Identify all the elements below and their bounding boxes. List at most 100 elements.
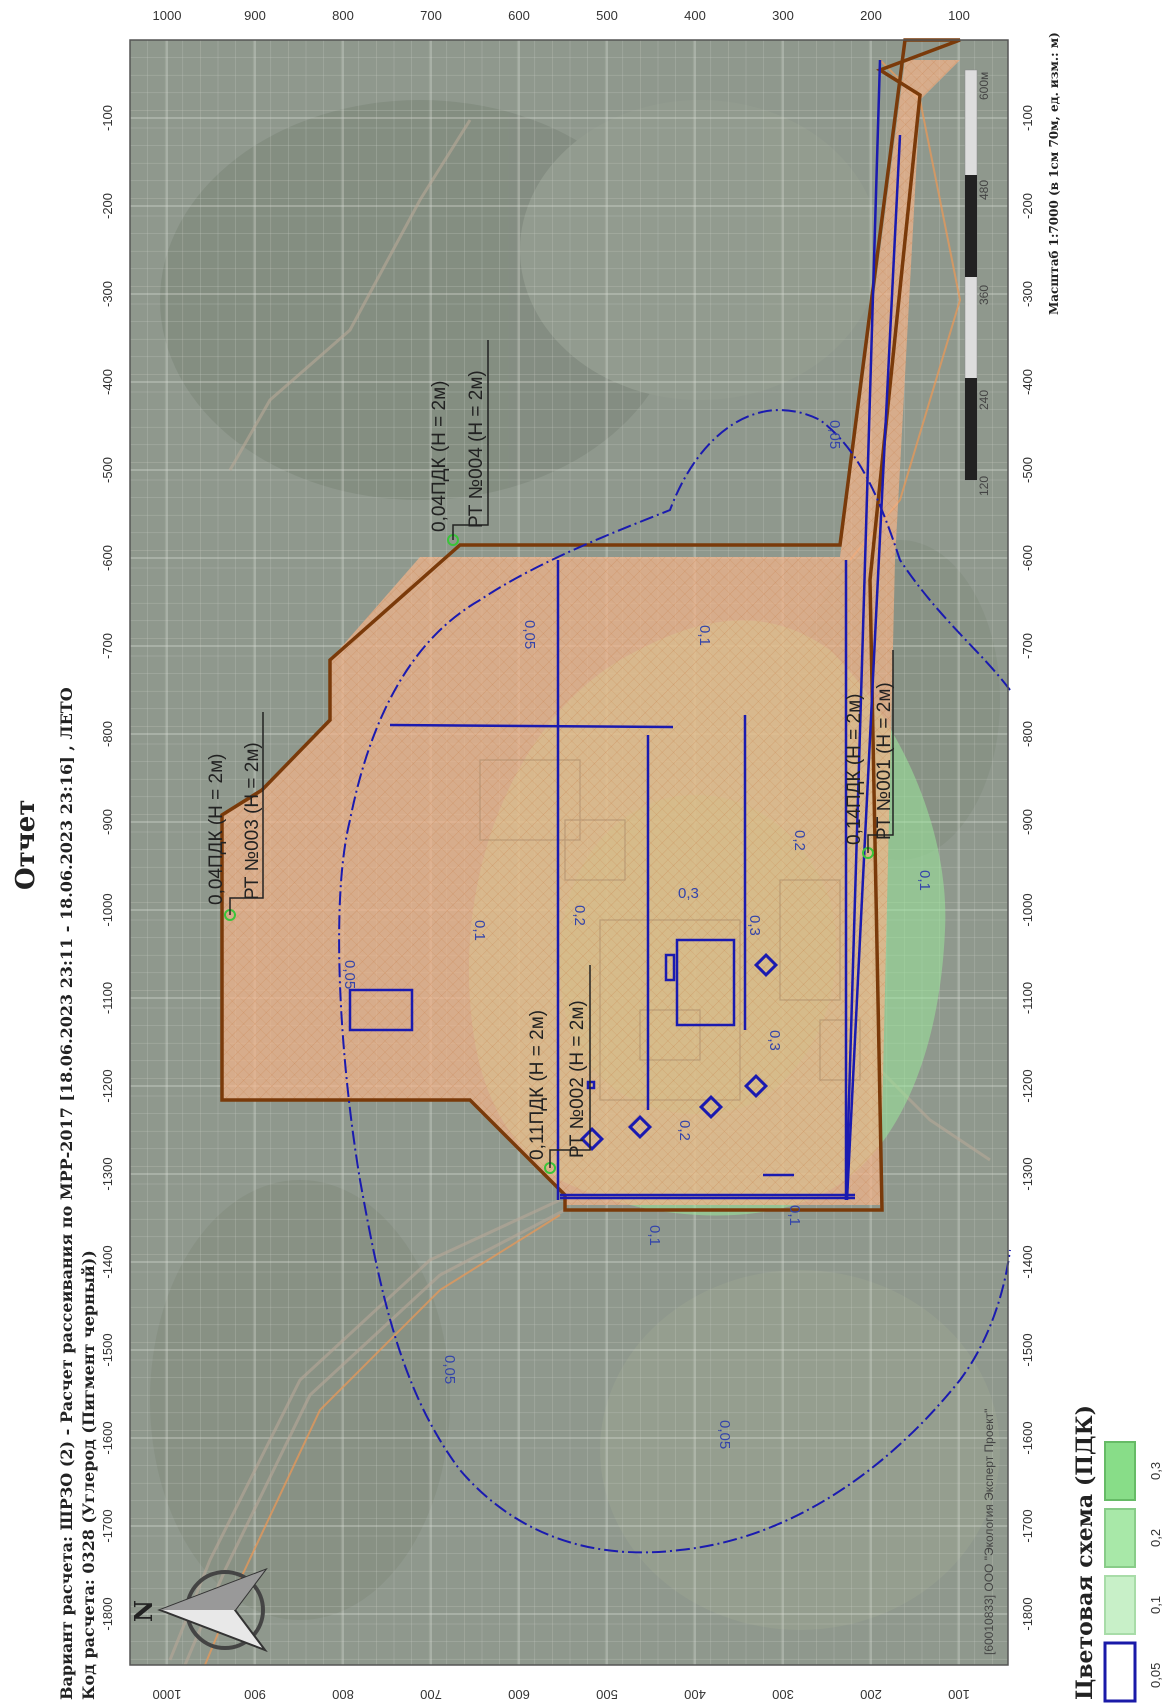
calc-point-004: 0,04ПДК (H = 2м) РТ №004 (H = 2м) xyxy=(429,340,489,546)
calc-point-002-value: 0,11ПДК (H = 2м) xyxy=(527,1010,548,1160)
bottom-tick-label: 900 xyxy=(244,1687,266,1702)
calc-point-003: 0,04ПДК (H = 2м) РТ №003 (H = 2м) xyxy=(206,712,264,921)
right-tick-label: -1600 xyxy=(1020,1421,1035,1454)
left-tick-label: -1200 xyxy=(100,1069,115,1102)
left-tick-label: -800 xyxy=(100,721,115,747)
right-tick-label: -1100 xyxy=(1020,982,1035,1014)
left-tick-label: -1300 xyxy=(100,1157,115,1190)
report-title: Отчет xyxy=(11,800,41,890)
scale-label-240: 240 xyxy=(977,390,991,410)
legend-item-01: 0,1 xyxy=(1104,1575,1163,1635)
left-tick-label: -1000 xyxy=(100,893,115,926)
bottom-tick-label: 100 xyxy=(948,1687,970,1702)
left-tick-label: -1500 xyxy=(100,1333,115,1366)
top-tick-label: 500 xyxy=(596,8,618,23)
calc-point-001: 0,14ПДК (H = 2м) РТ №001 (H = 2м) xyxy=(844,650,895,859)
legend: Цветовая схема (ПДК) 0,05 0,1 0,2 0,3 xyxy=(1072,1405,1163,1703)
isoline-label-mid: 0,1 xyxy=(471,920,488,941)
isoline-label-outer: 0,05 xyxy=(716,1420,733,1449)
bottom-tick-label: 1000 xyxy=(153,1687,182,1702)
bottom-tick-label: 500 xyxy=(596,1687,618,1702)
variant-line: Вариант расчета: ШРЗО (2) - Расчет рассе… xyxy=(57,687,76,1700)
legend-label-02: 0,2 xyxy=(1148,1529,1163,1547)
left-tick-label: -300 xyxy=(100,281,115,307)
left-tick-label: -1100 xyxy=(100,982,115,1014)
legend-label-01: 0,1 xyxy=(1148,1596,1163,1614)
calc-point-004-value: 0,04ПДК (H = 2м) xyxy=(429,380,450,532)
isoline-label-outer: 0,05 xyxy=(521,620,538,649)
site-features xyxy=(479,759,861,1101)
left-tick-label: -1600 xyxy=(100,1421,115,1454)
right-tick-label: -700 xyxy=(1020,633,1035,659)
calc-point-001-value: 0,14ПДК (H = 2м) xyxy=(844,693,865,845)
left-tick-label: -900 xyxy=(100,809,115,835)
left-tick-label: -1400 xyxy=(100,1245,115,1278)
industrial-site-boundary xyxy=(220,38,961,1212)
left-tick-label: -200 xyxy=(100,193,115,219)
point-sources xyxy=(579,952,779,1152)
calc-point-003-name: РТ №003 (H = 2м) xyxy=(242,742,263,900)
watermark: [60010833] ООО "Экология Эксперт Проект" xyxy=(982,1409,996,1655)
right-tick-label: -200 xyxy=(1020,193,1035,219)
right-tick-label: -1800 xyxy=(1020,1597,1035,1630)
right-tick-label: -1400 xyxy=(1020,1245,1035,1278)
isoline-label-03: 0,3 xyxy=(746,915,763,936)
bottom-tick-label: 700 xyxy=(420,1687,442,1702)
north-label: N xyxy=(129,1600,158,1622)
right-tick-label: -600 xyxy=(1020,545,1035,571)
right-tick-label: -1200 xyxy=(1020,1069,1035,1102)
code-line: Код расчета: 0328 (Углерод (Пигмент черн… xyxy=(79,1250,98,1700)
left-tick-label: -400 xyxy=(100,369,115,395)
bottom-tick-label: 800 xyxy=(332,1687,354,1702)
scale-label-360: 360 xyxy=(977,285,991,305)
bottom-tick-label: 200 xyxy=(860,1687,882,1702)
calc-point-002: 0,11ПДК (H = 2м) РТ №002 (H = 2м) xyxy=(527,965,591,1174)
right-tick-label: -1000 xyxy=(1020,893,1035,926)
legend-item-005: 0,05 xyxy=(1103,1641,1163,1703)
isoline-label-outer: 0,05 xyxy=(441,1355,458,1384)
legend-item-02: 0,2 xyxy=(1104,1508,1163,1568)
isoline-label-mid: 0,1 xyxy=(696,625,713,646)
calc-point-002-name: РТ №002 (H = 2м) xyxy=(567,1000,588,1158)
left-tick-label: -700 xyxy=(100,633,115,659)
isoline-labels: 0,05 0,05 0,05 0,05 0,05 0,1 0,1 0,1 0,1… xyxy=(341,420,933,1449)
right-tick-label: -900 xyxy=(1020,809,1035,835)
isoline-label-outer: 0,05 xyxy=(826,420,843,449)
isoline-label-03: 0,3 xyxy=(766,1030,783,1051)
top-tick-label: 300 xyxy=(772,8,794,23)
bottom-tick-label: 300 xyxy=(772,1687,794,1702)
scale-bar: 120 240 360 480 600м xyxy=(964,69,991,496)
top-tick-label: 800 xyxy=(332,8,354,23)
isoline-label-03: 0,3 xyxy=(678,885,699,902)
right-tick-label: -1700 xyxy=(1020,1509,1035,1542)
left-tick-label: -100 xyxy=(100,105,115,131)
top-tick-label: 600 xyxy=(508,8,530,23)
isoline-label-outer: 0,05 xyxy=(341,960,358,989)
right-tick-label: -500 xyxy=(1020,457,1035,483)
top-tick-label: 700 xyxy=(420,8,442,23)
scale-text: Масштаб 1:7000 (в 1см 70м, ед. изм.: м) xyxy=(1047,32,1061,315)
legend-title: Цветовая схема (ПДК) xyxy=(1072,1405,1098,1700)
legend-label-005: 0,05 xyxy=(1148,1663,1163,1688)
scale-label-480: 480 xyxy=(977,180,991,200)
bottom-tick-label: 600 xyxy=(508,1687,530,1702)
top-tick-label: 100 xyxy=(948,8,970,23)
right-tick-label: -100 xyxy=(1020,105,1035,131)
isoline-label-mid: 0,1 xyxy=(786,1205,803,1226)
calc-point-004-name: РТ №004 (H = 2м) xyxy=(466,370,487,528)
left-tick-label: -600 xyxy=(100,545,115,571)
calc-point-003-value: 0,04ПДК (H = 2м) xyxy=(206,753,227,905)
calc-point-001-name: РТ №001 (H = 2м) xyxy=(874,682,895,840)
top-tick-label: 200 xyxy=(860,8,882,23)
left-tick-label: -1800 xyxy=(100,1597,115,1630)
isoline-label-02: 0,2 xyxy=(791,830,808,851)
right-tick-label: -1500 xyxy=(1020,1333,1035,1366)
bottom-tick-label: 400 xyxy=(684,1687,706,1702)
axis-ticks: 1000 900 800 700 600 500 400 300 200 100 1000 900 80… xyxy=(100,8,1035,1702)
legend-label-03: 0,3 xyxy=(1148,1462,1163,1480)
right-tick-label: -400 xyxy=(1020,369,1035,395)
top-tick-label: 1000 xyxy=(153,8,182,23)
isoline-label-mid: 0,1 xyxy=(916,870,933,891)
north-arrow: N xyxy=(129,1567,268,1653)
